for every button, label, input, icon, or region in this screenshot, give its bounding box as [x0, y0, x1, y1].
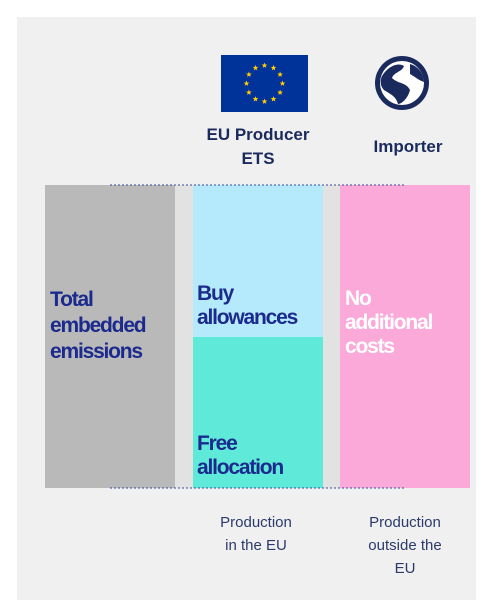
- column-label: allowances: [197, 306, 298, 329]
- column-label: emissions: [50, 340, 142, 363]
- footer-label: Production: [220, 514, 292, 531]
- flag-star: [252, 96, 259, 102]
- free-block: [193, 337, 323, 488]
- flag-star: [261, 62, 268, 68]
- flag-star: [277, 89, 283, 95]
- importer-column: [340, 185, 470, 488]
- flag-star: [246, 89, 252, 95]
- flag-star: [277, 71, 283, 77]
- importer-title: Importer: [374, 137, 443, 156]
- flag-star: [270, 96, 277, 102]
- column-label: costs: [345, 335, 394, 358]
- producer-title: EU Producer: [207, 125, 310, 144]
- footer-label: in the EU: [225, 537, 287, 554]
- flag-star: [252, 64, 259, 71]
- globe-icon: [375, 56, 429, 110]
- flag-star: [270, 64, 277, 71]
- column-label: allocation: [197, 456, 283, 479]
- footer-label: EU: [395, 560, 416, 577]
- flag-star: [246, 71, 252, 77]
- column-label: Buy: [197, 282, 235, 305]
- total-column: [45, 185, 175, 488]
- column-label: Total: [50, 288, 93, 311]
- footer-label: Production: [369, 514, 441, 531]
- footer-label: outside the: [368, 537, 441, 554]
- eu-flag: [221, 55, 308, 112]
- flag-star: [243, 80, 250, 86]
- buy-block: [193, 185, 323, 337]
- column-label: additional: [345, 311, 433, 334]
- column-label: embedded: [50, 314, 146, 337]
- flag-star: [279, 80, 286, 86]
- producer-title: ETS: [241, 149, 274, 168]
- column-label: No: [345, 287, 371, 310]
- column-label: Free: [197, 432, 237, 455]
- flag-star: [261, 98, 268, 104]
